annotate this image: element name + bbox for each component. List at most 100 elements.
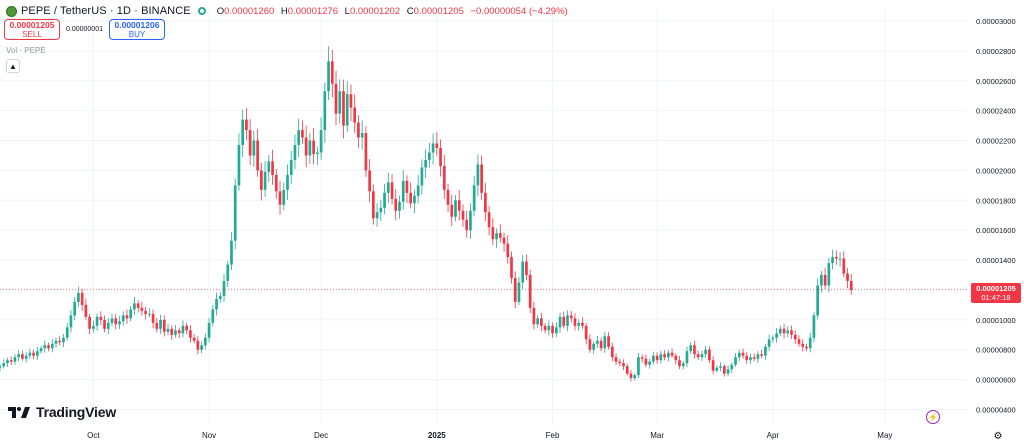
candle-body [480,164,483,193]
candle-body [681,363,685,367]
candle-body [409,192,413,204]
candle-body [704,349,707,355]
candle-body [289,159,293,175]
candle-body [77,292,80,302]
candle-body [722,366,726,374]
candle-body [386,182,390,193]
candle-body [13,357,17,362]
candle-body [260,170,263,190]
candle-body [218,295,222,299]
candle-body [831,257,834,264]
candle-body [461,210,465,220]
candle-body [293,145,297,160]
lightning-icon[interactable]: ⚡ [926,410,940,424]
y-tick-label: 0.00002400 [976,107,1016,116]
sell-button[interactable]: 0.00001205 SELL [4,19,60,40]
candle-body [547,325,551,331]
tradingview-logo: TradingView [8,404,116,420]
candle-body [666,352,670,358]
candle-body [125,315,129,319]
candle-body [159,319,162,329]
candle-body [47,345,50,349]
candle-body [263,171,267,190]
x-tick-label: 2025 [428,431,446,440]
gear-icon[interactable]: ⚙ [993,430,1003,442]
chevron-up-icon[interactable]: ▲ [6,59,20,73]
candle-body [749,357,752,361]
sell-price: 0.00001205 [9,19,55,30]
candle-body [797,339,801,344]
candle-body [775,333,778,338]
candle-body [599,340,603,349]
candle-body [349,94,353,108]
candle-body [88,316,91,329]
tradingview-logo-icon [8,407,30,418]
candle-body [614,357,618,362]
candle-body [428,152,431,160]
candle-body [764,346,767,356]
candle-body [21,354,24,359]
candle-body [465,219,469,231]
candle-body [226,264,230,281]
buy-button[interactable]: 0.00001206 BUY [108,19,165,40]
candle-body [103,319,106,329]
y-tick-label: 0.00001800 [976,196,1016,205]
candle-body [278,191,282,205]
candle-body [521,261,525,283]
candle-body [528,275,532,308]
candle-body [233,185,237,241]
candle-body [58,340,62,343]
candle-body [741,352,745,356]
candle-body [700,354,704,358]
current-price-value: 0.00001205 [976,284,1016,293]
y-tick-label: 0.00002800 [976,47,1016,56]
candle-body [398,201,401,211]
candle-body [35,351,39,356]
x-tick-label: Mar [650,431,664,440]
candle-body [584,325,588,340]
candle-body [271,161,274,175]
candle-body [338,91,342,114]
candle-body [375,212,379,219]
pepe-coin-icon [6,5,17,17]
candle-body [282,189,286,205]
candle-body [2,363,6,367]
candle-body [110,318,114,323]
candle-body [760,354,763,356]
high-value: 0.00001276 [287,5,338,17]
candle-body [820,275,823,286]
y-tick-label: 0.00002600 [976,77,1016,86]
candle-body [554,327,558,334]
candle-body [588,339,592,350]
volume-indicator-label[interactable]: Vol · PEPE [6,46,46,55]
candle-body [189,330,192,338]
price-axis[interactable]: 0.00000400 0.00000600 0.00000800 0.00001000… [976,17,1016,415]
candle-body [248,130,252,156]
candle-body [9,360,13,362]
time-axis[interactable]: Oct Nov Dec 2025 Feb Mar Apr May [87,431,892,440]
candle-body [316,152,319,154]
symbol-title[interactable]: PEPE / TetherUS · 1D · BINANCE [21,5,191,17]
spread-value: 0.00000001 [66,26,103,33]
candle-body [136,303,140,308]
candle-body [737,352,741,358]
candle-body [562,316,566,326]
candle-body [133,303,136,310]
candle-body [655,355,659,361]
buy-price: 0.00001206 [114,19,160,30]
candle-body [532,307,536,325]
candle-body [372,191,375,219]
candle-body [401,180,405,202]
candle-body [151,313,155,323]
buy-label: BUY [128,29,146,39]
candle-body [364,133,368,171]
candle-body [170,328,174,335]
candle-body [435,143,439,149]
candle-body [301,130,304,138]
candle-body [121,315,125,322]
y-tick-label: 0.00000400 [976,406,1016,415]
candle-body [581,322,584,326]
candle-body [790,330,793,335]
candle-body [420,167,424,186]
